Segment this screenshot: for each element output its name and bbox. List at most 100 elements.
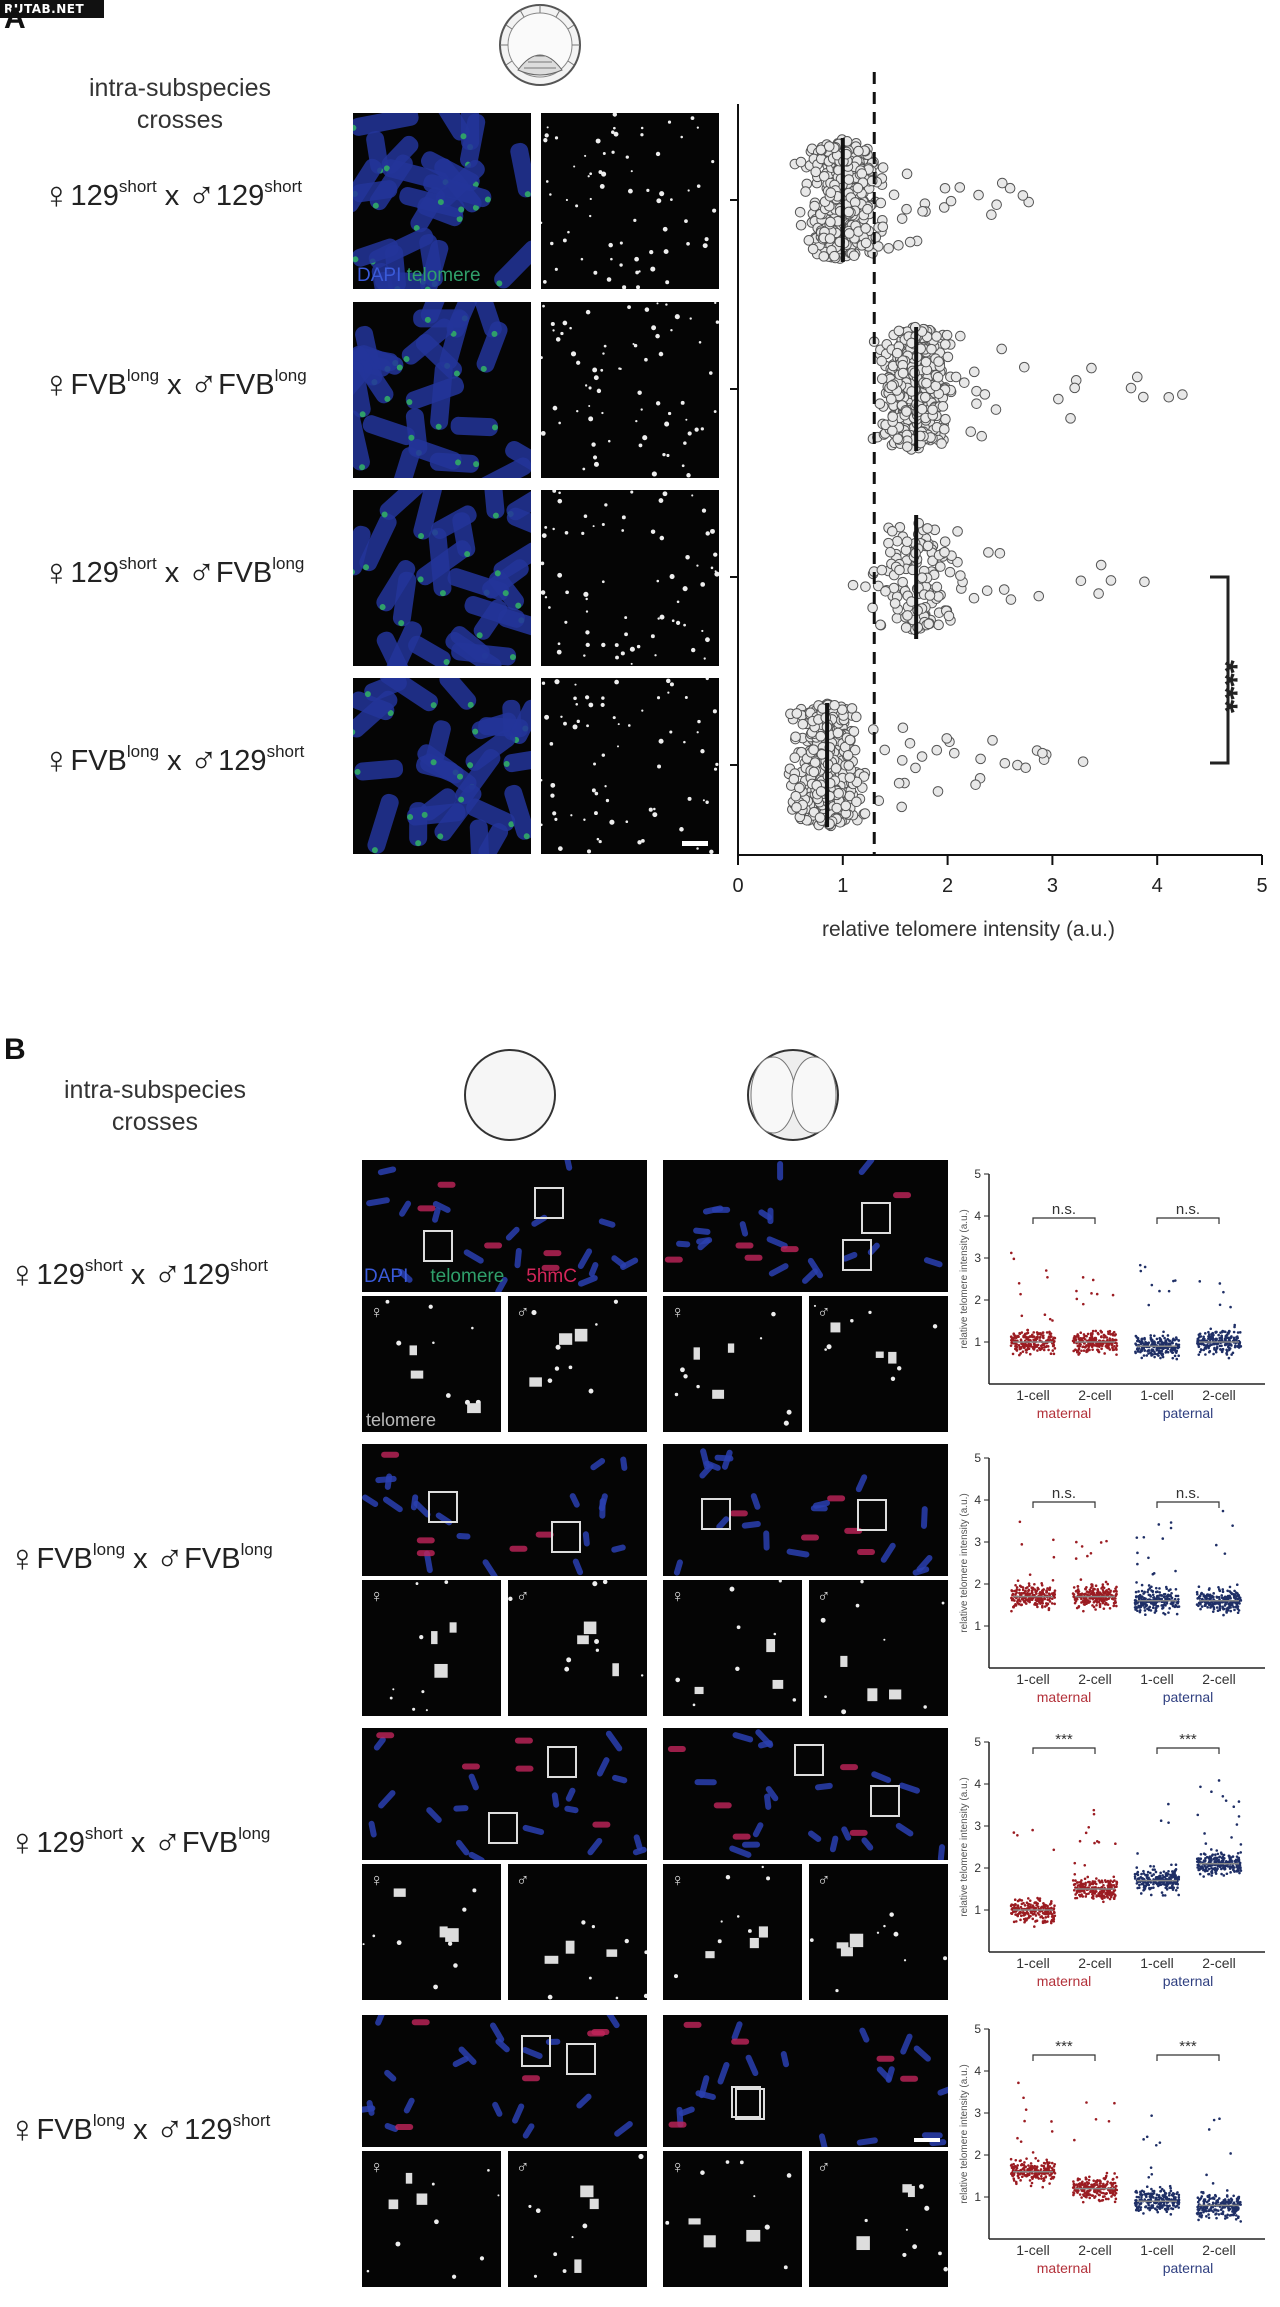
strip-point (1135, 1866, 1138, 1869)
male-pronucleus-box (731, 2086, 761, 2118)
data-point (843, 750, 853, 760)
strip-point (1027, 1590, 1030, 1593)
paternal-sig-label: n.s. (1176, 1485, 1200, 1502)
strip-point (1053, 1593, 1056, 1596)
strip-point (1161, 1537, 1164, 1540)
strip-point (1105, 2192, 1108, 2195)
strip-point (1050, 1920, 1053, 1923)
strip-point (1083, 1349, 1086, 1352)
strip-point (1088, 2175, 1091, 2178)
strip-point (1073, 1873, 1076, 1876)
data-point (980, 390, 990, 400)
strip-point (1177, 2203, 1180, 2206)
strip-point (1113, 1604, 1116, 1607)
strip-point (1140, 1873, 1143, 1876)
strip-point (1093, 1809, 1096, 1812)
data-point (1054, 394, 1064, 404)
strip-point (1037, 1912, 1040, 1915)
strip-point (1039, 1336, 1042, 1339)
strip-point (1018, 1598, 1021, 1601)
strip-point (1114, 1600, 1117, 1603)
strip-point (1098, 1879, 1101, 1882)
strip-point (1222, 1608, 1225, 1611)
strip-point (1113, 1879, 1116, 1882)
data-point (816, 731, 826, 741)
strip-point (1239, 1851, 1242, 1854)
data-point (848, 580, 858, 590)
strip-point (1205, 1842, 1208, 1845)
two-cell-embryo-icon (738, 1045, 848, 1145)
scale-bar (682, 841, 708, 846)
strip-point (1167, 1803, 1170, 1806)
data-point (1139, 392, 1149, 402)
strip-point (1142, 1870, 1145, 1873)
strip-point (1136, 1882, 1139, 1885)
strip-point (1212, 1603, 1215, 1606)
strip-point (1208, 1857, 1211, 1860)
strip-point (1113, 1884, 1116, 1887)
strip-point (1225, 1352, 1228, 1355)
strip-point (1018, 1589, 1021, 1592)
data-point (959, 378, 969, 388)
strip-point (1087, 1333, 1090, 1336)
strip-point (1175, 1358, 1178, 1361)
strip-point (1105, 2175, 1108, 2178)
strip-point (1201, 1605, 1204, 1608)
strip-point (1160, 1347, 1163, 1350)
strip-point (1073, 1883, 1076, 1886)
strip-point (1102, 1900, 1105, 1903)
data-point (826, 217, 836, 227)
strip-point (1053, 1353, 1056, 1356)
data-point (877, 565, 887, 575)
data-point (1087, 363, 1097, 373)
strip-point (1234, 1346, 1237, 1349)
strip-point (1073, 2139, 1076, 2142)
strip-point (1017, 2175, 1020, 2178)
data-point (894, 241, 904, 251)
strip-point (1213, 1608, 1216, 1611)
strip-point (1093, 1600, 1096, 1603)
strip-point (1213, 1348, 1216, 1351)
strip-point (1215, 1544, 1218, 1547)
strip-point (1175, 1889, 1178, 1892)
strip-point (1137, 2196, 1140, 2199)
strip-2 (1072, 1540, 1118, 1613)
strip-point (1215, 1872, 1218, 1875)
strip-point (1167, 1334, 1170, 1337)
strip-point (1222, 1590, 1225, 1593)
strip-point (1054, 1347, 1057, 1350)
strip-point (1022, 2096, 1025, 2099)
strip-point (1155, 1587, 1158, 1590)
strip-point (1230, 1856, 1233, 1859)
strip-point (1169, 1595, 1172, 1598)
strip-point (1016, 1834, 1019, 1837)
strip-point (1092, 1330, 1095, 1333)
mini-y-axis-title: relative telomere intensity (a.u.) (959, 1209, 970, 1349)
strip-point (1144, 2194, 1147, 2197)
strip-point (1040, 2177, 1043, 2180)
strip-point (1208, 1587, 1211, 1590)
strip-point (1073, 2192, 1076, 2195)
strip-point (1116, 1344, 1119, 1347)
data-point (811, 167, 821, 177)
strip-point (1112, 1339, 1115, 1342)
strip-point (1203, 1832, 1206, 1835)
strip-point (1100, 1892, 1103, 1895)
strip-point (1170, 1521, 1173, 1524)
swarm-4 (784, 699, 1088, 830)
strip-point (1197, 1857, 1200, 1860)
data-point (927, 344, 937, 354)
data-point (824, 142, 834, 152)
strip-point (1172, 2202, 1175, 2205)
female-pronucleus-box (870, 1785, 900, 1817)
strip-point (1240, 1345, 1243, 1348)
strip-point (1148, 2209, 1151, 2212)
strip-point (1101, 1881, 1104, 1884)
strip-point (1147, 2202, 1150, 2205)
mini-y-tick-label: 4 (974, 1209, 981, 1223)
strip-point (1113, 2102, 1116, 2105)
strip-point (1048, 1592, 1051, 1595)
strip-point (1158, 1587, 1161, 1590)
strip-point (1137, 1590, 1140, 1593)
strip-point (1209, 1327, 1212, 1330)
